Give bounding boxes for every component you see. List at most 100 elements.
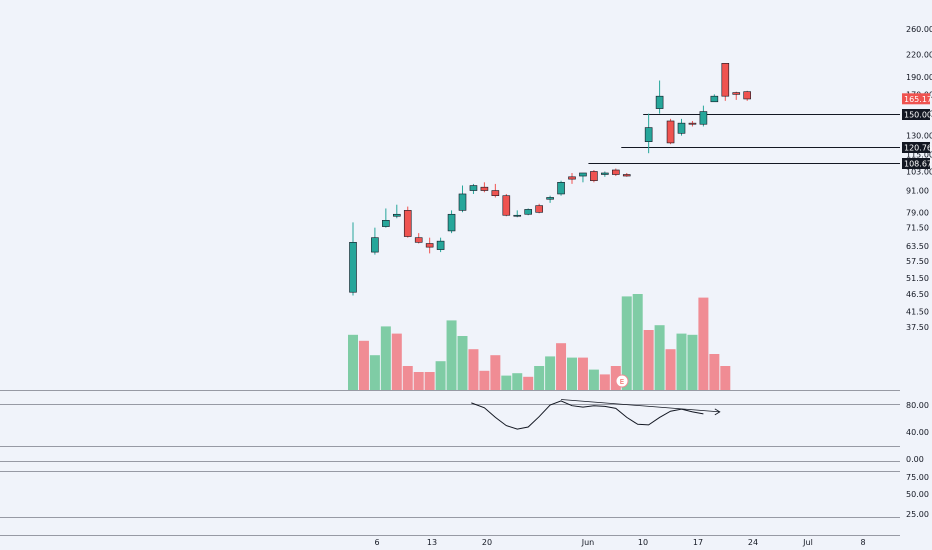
- candle-body[interactable]: [710, 95, 719, 103]
- volume-bar: [621, 296, 632, 390]
- time-tick-label: Jun: [581, 538, 595, 547]
- volume-bar: [446, 320, 457, 390]
- candle-body[interactable]: [392, 213, 401, 217]
- oscillator-tick-label: 0.00: [906, 455, 924, 464]
- candle-body[interactable]: [371, 237, 379, 253]
- last-price-tag: 165.17: [904, 95, 932, 104]
- price-tick-label: 79.00: [906, 208, 929, 217]
- candle-body[interactable]: [513, 214, 522, 217]
- candle-body[interactable]: [414, 237, 423, 243]
- volume-bar: [512, 373, 523, 390]
- time-tick-label: 13: [427, 538, 437, 547]
- candlesticks[interactable]: [349, 63, 752, 296]
- candle-body[interactable]: [524, 209, 533, 215]
- time-tick-label: Jul: [802, 538, 813, 547]
- earnings-marker[interactable]: E: [615, 374, 629, 388]
- price-tick-label: 51.50: [906, 274, 929, 283]
- candle-body[interactable]: [447, 213, 456, 232]
- price-tick-label: 130.00: [906, 132, 932, 141]
- candle-body[interactable]: [469, 185, 478, 191]
- volume-bar: [687, 334, 698, 390]
- time-axis[interactable]: 6 13 20 Jun 10 17 24 Jul 8: [374, 538, 865, 547]
- candle-body[interactable]: [557, 182, 565, 195]
- volume-bar: [358, 340, 369, 390]
- time-tick-label: 10: [638, 538, 648, 547]
- candle-body[interactable]: [403, 210, 412, 237]
- volume-bar: [369, 355, 380, 390]
- time-tick-label: 17: [693, 538, 703, 547]
- level-tag-120.76-bg: [902, 142, 930, 153]
- candle-body[interactable]: [611, 169, 620, 175]
- candle-body[interactable]: [436, 240, 445, 250]
- candle-body[interactable]: [721, 63, 730, 97]
- time-tick-label: 20: [482, 538, 492, 547]
- volume-bar: [643, 330, 654, 390]
- volume-bar: [523, 376, 534, 390]
- horizontal-levels[interactable]: [588, 114, 900, 164]
- candle-body[interactable]: [458, 193, 467, 211]
- level-tag-108.67: 108.67: [904, 160, 932, 169]
- volume-bar: [632, 294, 643, 390]
- volume-bar: [413, 372, 424, 390]
- price-tick-label: 103.00: [906, 167, 932, 176]
- earnings-marker-icon[interactable]: [615, 374, 629, 388]
- candle-body[interactable]: [666, 120, 675, 144]
- candle-body[interactable]: [590, 171, 598, 182]
- candle-body[interactable]: [655, 95, 664, 109]
- volume-bars: [348, 294, 731, 390]
- candle-body[interactable]: [502, 195, 511, 216]
- time-tick-label: 6: [374, 538, 379, 547]
- volume-bar: [457, 336, 468, 390]
- pane-dividers: [0, 390, 900, 536]
- volume-bar: [654, 325, 665, 390]
- oscillator-tick-label: 40.00: [906, 428, 929, 437]
- level-tag-150.00-bg: [902, 109, 930, 120]
- volume-bar: [501, 375, 512, 390]
- volume-bar: [479, 370, 490, 390]
- price-tick-label: 190.00: [906, 73, 932, 82]
- oscillator-tick-label: 75.00: [906, 473, 929, 482]
- time-tick-label: 24: [748, 538, 758, 547]
- candle-body[interactable]: [382, 220, 390, 227]
- volume-bar: [468, 349, 479, 390]
- candle-body[interactable]: [349, 242, 357, 293]
- price-tick-label: 41.50: [906, 307, 929, 316]
- price-tags: 165.17 150.00 120.76 108.67: [902, 93, 932, 169]
- oscillator-trendline: [561, 399, 720, 413]
- price-tick-label: 115.00: [906, 151, 932, 160]
- price-tick-label: 220.00: [906, 51, 932, 60]
- candle-body[interactable]: [535, 205, 543, 213]
- candle-body[interactable]: [546, 197, 554, 200]
- candle-body[interactable]: [480, 186, 489, 191]
- candle-body[interactable]: [425, 243, 434, 248]
- candle-body[interactable]: [743, 91, 752, 100]
- candle-body[interactable]: [491, 190, 500, 197]
- candle-body[interactable]: [601, 172, 609, 175]
- candle-body[interactable]: [688, 122, 697, 125]
- volume-bar: [665, 349, 676, 390]
- volume-bar: [545, 356, 556, 390]
- oscillator-line: [471, 400, 704, 430]
- time-tick-label: 8: [860, 538, 865, 547]
- oscillator-tick-label: 80.00: [906, 401, 929, 410]
- candle-body[interactable]: [732, 92, 741, 95]
- volume-bar: [534, 366, 545, 390]
- candle-body[interactable]: [699, 111, 708, 125]
- price-tick-label: 260.00: [906, 25, 932, 34]
- candle-body[interactable]: [677, 122, 686, 134]
- oscillator-tick-label: 25.00: [906, 510, 929, 519]
- volume-bar: [380, 326, 391, 390]
- earnings-marker-label: E: [620, 378, 624, 386]
- candle-body[interactable]: [579, 172, 587, 177]
- volume-bar: [610, 366, 621, 390]
- candle-body[interactable]: [622, 174, 631, 177]
- volume-bar: [348, 334, 358, 390]
- candle-body[interactable]: [568, 176, 576, 180]
- last-price-tag-bg: [902, 93, 930, 105]
- volume-bar: [676, 333, 687, 390]
- level-tag-150.00: 150.00: [904, 111, 932, 120]
- volume-bar: [435, 361, 446, 390]
- volume-bar: [424, 372, 435, 390]
- candle-body[interactable]: [644, 127, 653, 142]
